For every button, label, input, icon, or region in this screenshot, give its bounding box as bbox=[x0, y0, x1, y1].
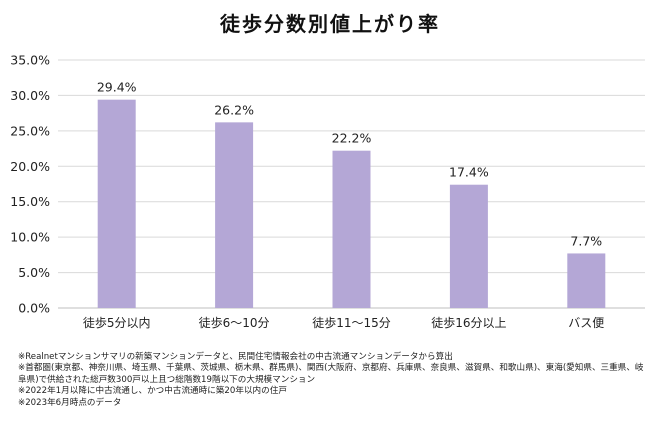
footnote: ※2022年1月以降に中古流通し、かつ中古流通時に築20年以内の住戸 bbox=[18, 386, 287, 397]
bar bbox=[97, 99, 136, 309]
y-tick-label: 0.0% bbox=[18, 301, 50, 316]
data-label: 7.7% bbox=[570, 233, 602, 248]
data-label: 17.4% bbox=[449, 165, 489, 180]
y-tick-label: 5.0% bbox=[18, 265, 50, 280]
footnotes: ※Realnetマンションサマリの新築マンションデータと、民間住宅情報会社の中古… bbox=[18, 352, 648, 409]
footnote: ※Realnetマンションサマリの新築マンションデータと、民間住宅情報会社の中古… bbox=[18, 352, 453, 362]
y-tick-label: 30.0% bbox=[10, 88, 50, 103]
y-tick-label: 25.0% bbox=[10, 123, 50, 138]
bar bbox=[332, 150, 371, 308]
footnote: ※首都圏(東京都、神奈川県、埼玉県、千葉県、茨城県、栃木県、群馬県)、関西(大阪… bbox=[18, 363, 644, 385]
x-tick-label: 徒歩11～15分 bbox=[312, 315, 391, 330]
data-label: 26.2% bbox=[214, 102, 254, 117]
x-tick-label: バス便 bbox=[568, 316, 604, 330]
x-tick-label: 徒歩6～10分 bbox=[199, 315, 270, 330]
y-tick-label: 35.0% bbox=[10, 53, 50, 68]
y-tick-label: 15.0% bbox=[10, 194, 50, 209]
chart-title: 徒歩分数別値上がり率 bbox=[220, 12, 440, 36]
bar bbox=[449, 184, 488, 308]
y-tick-label: 10.0% bbox=[10, 230, 50, 245]
x-tick-label: 徒歩16分以上 bbox=[431, 315, 506, 330]
bar-chart: 0.0% 5.0% 10.0% 15.0% 20.0% 25.0% 30.0% 35.0% 29… bbox=[10, 53, 645, 330]
bar bbox=[215, 122, 254, 309]
data-label: 29.4% bbox=[97, 80, 137, 95]
data-label: 22.2% bbox=[332, 131, 372, 146]
footnote: ※2023年6月時点のデータ bbox=[18, 397, 122, 408]
x-tick-label: 徒歩5分以内 bbox=[83, 315, 151, 330]
y-tick-label: 20.0% bbox=[10, 159, 50, 174]
bar bbox=[567, 253, 606, 308]
